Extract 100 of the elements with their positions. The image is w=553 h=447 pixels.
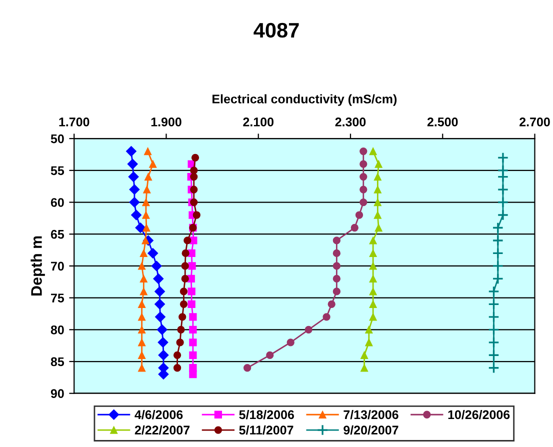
point: [374, 211, 382, 219]
point: [158, 337, 168, 348]
point: [488, 349, 500, 361]
point: [266, 351, 274, 359]
point: [332, 262, 340, 270]
x-tick-label: 2.300: [335, 118, 366, 126]
point: [189, 364, 197, 372]
point: [492, 273, 504, 284]
point: [497, 171, 509, 182]
x-tick-label: 1.700: [59, 118, 90, 126]
point: [360, 186, 368, 194]
point: [138, 351, 146, 359]
point: [369, 313, 377, 321]
x-tick-label: 2.100: [243, 118, 274, 126]
point: [189, 370, 197, 378]
point: [192, 211, 200, 219]
legend-label: 7/13/2006: [344, 410, 398, 420]
point: [138, 326, 146, 334]
point: [189, 338, 197, 346]
point: [156, 324, 168, 335]
point: [181, 262, 189, 270]
point: [365, 326, 373, 334]
point: [488, 324, 500, 336]
point: [497, 184, 509, 196]
point: [184, 236, 192, 244]
y-tick-label: 80: [50, 325, 64, 334]
point: [360, 147, 368, 156]
point: [369, 300, 377, 308]
point: [142, 211, 150, 219]
point: [488, 298, 500, 310]
point: [190, 236, 198, 244]
point: [243, 364, 252, 372]
point: [154, 286, 166, 297]
point: [189, 326, 197, 334]
point: [128, 172, 139, 182]
point: [148, 248, 158, 258]
point: [151, 260, 162, 272]
point: [140, 288, 148, 296]
point: [189, 313, 197, 321]
legend-label: 4/6/2006: [134, 410, 183, 420]
point: [332, 288, 340, 296]
legend-label: 5/18/2006: [239, 410, 294, 420]
point: [142, 224, 150, 232]
legend-label: 10/26/2006: [448, 410, 510, 420]
point: [149, 160, 157, 168]
point: [492, 234, 504, 246]
point: [190, 186, 198, 194]
point: [374, 160, 382, 168]
point: [138, 338, 146, 346]
point: [188, 300, 196, 308]
legend-label: 2/22/2007: [134, 425, 190, 435]
point: [355, 211, 364, 219]
point: [143, 186, 151, 194]
y-tick-label: 60: [50, 198, 64, 207]
point: [360, 364, 368, 372]
legend-label: 5/11/2007: [239, 425, 294, 435]
point: [191, 154, 200, 162]
legend-label: 9/20/2007: [344, 425, 398, 435]
point: [189, 351, 197, 359]
point: [180, 300, 188, 308]
point: [129, 197, 140, 208]
point: [332, 249, 340, 258]
point: [158, 350, 169, 360]
point: [190, 172, 198, 181]
point: [369, 249, 377, 258]
chart-title: 4087: [254, 22, 299, 38]
point: [304, 326, 312, 334]
point: [369, 147, 377, 156]
point: [492, 260, 504, 272]
point: [374, 172, 382, 181]
point: [144, 172, 152, 181]
point: [488, 311, 500, 323]
point: [488, 362, 500, 374]
point: [332, 274, 340, 283]
point: [138, 364, 146, 372]
point: [138, 313, 146, 321]
point: [188, 288, 196, 296]
point: [135, 222, 146, 234]
point: [140, 274, 148, 283]
point: [176, 338, 184, 346]
point: [142, 198, 150, 206]
point: [497, 209, 509, 221]
point: [497, 152, 509, 164]
point: [138, 262, 146, 270]
point: [180, 288, 188, 296]
point: [374, 198, 382, 206]
x-tick-label: 1.900: [151, 118, 182, 126]
point: [182, 249, 190, 258]
point: [154, 298, 166, 310]
point: [492, 222, 504, 234]
point: [138, 300, 146, 308]
point: [177, 326, 185, 334]
point: [369, 262, 377, 270]
y-tick-label: 70: [51, 262, 64, 271]
y-tick-label: 75: [51, 294, 64, 302]
y-axis-title: Depth m: [30, 236, 45, 296]
point: [369, 236, 377, 244]
point: [127, 158, 138, 170]
point: [190, 166, 198, 174]
point: [322, 313, 330, 321]
